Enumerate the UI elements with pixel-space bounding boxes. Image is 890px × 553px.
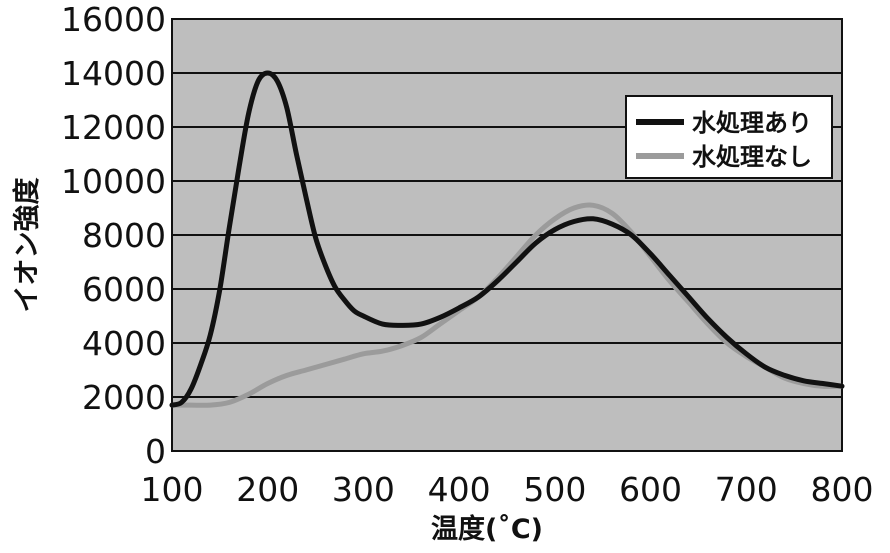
plot-border	[171, 18, 843, 452]
x-tick-label: 700	[715, 470, 778, 509]
legend-label-series-1: 水処理あり	[692, 109, 812, 137]
x-axis-ticks: 100 200 300 400 500 600 700 800	[141, 470, 874, 509]
y-tick-label: 6000	[82, 270, 166, 309]
y-tick-label: 8000	[82, 216, 166, 255]
series-line-2	[169, 202, 845, 408]
x-axis-title: 温度(˚C)	[431, 513, 543, 545]
x-tick-label: 200	[236, 470, 299, 509]
x-tick-label: 100	[141, 470, 204, 509]
y-tick-label: 0	[145, 432, 166, 471]
y-tick-label: 16000	[61, 0, 166, 39]
x-tick-label: 800	[811, 470, 874, 509]
y-tick-label: 10000	[61, 162, 166, 201]
y-axis-title: イオン強度	[11, 178, 43, 313]
legend-label-series-2: 水処理なし	[692, 143, 812, 171]
series-line-1	[169, 70, 845, 408]
y-tick-label: 14000	[61, 54, 166, 93]
x-tick-label: 300	[332, 470, 395, 509]
y-tick-label: 12000	[61, 108, 166, 147]
y-tick-label: 2000	[82, 378, 166, 417]
legend: 水処理あり 水処理なし	[625, 95, 833, 179]
series-lines	[169, 70, 845, 408]
legend-box	[625, 95, 833, 179]
y-axis-ticks: 0 2000 4000 6000 8000 10000 12000 14000 16000	[61, 0, 166, 471]
x-tick-label: 600	[619, 470, 682, 509]
x-tick-label: 500	[523, 470, 586, 509]
y-tick-label: 4000	[82, 324, 166, 363]
x-tick-label: 400	[428, 470, 491, 509]
